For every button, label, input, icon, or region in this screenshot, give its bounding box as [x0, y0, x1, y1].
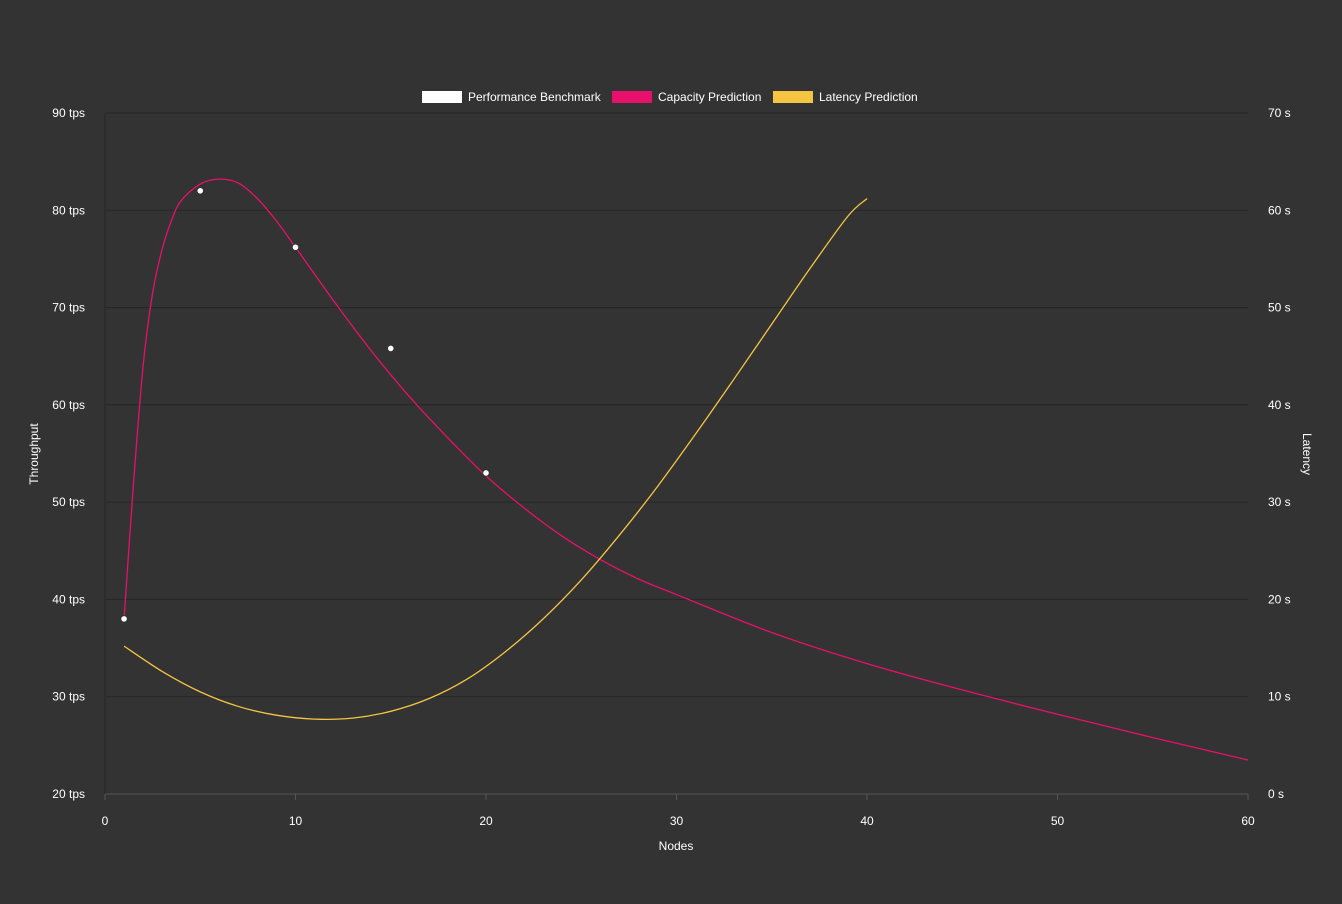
benchmark-point	[387, 344, 395, 353]
x-tick-label: 10	[289, 814, 303, 828]
y-left-tick-label: 20 tps	[52, 787, 85, 801]
y-right-tick-label: 0 s	[1268, 787, 1284, 801]
y-right-tick-label: 30 s	[1268, 495, 1291, 509]
y-left-tick-label: 90 tps	[52, 106, 85, 120]
x-axis-title: Nodes	[659, 839, 694, 853]
y-right-tick-label: 40 s	[1268, 398, 1291, 412]
legend-label: Performance Benchmark	[468, 90, 602, 104]
x-tick-label: 40	[860, 814, 874, 828]
benchmark-point	[291, 243, 300, 251]
y-axis-right: 0 s 10 s 20 s 30 s 40 s 50 s 60 s 70 s	[1268, 106, 1291, 801]
y-left-tick-label: 70 tps	[52, 301, 85, 315]
x-tick-label: 30	[670, 814, 684, 828]
capacity-prediction-line	[123, 178, 1249, 761]
y-left-tick-label: 80 tps	[52, 203, 85, 217]
y-left-tick-label: 40 tps	[52, 592, 85, 606]
legend-label: Latency Prediction	[819, 90, 918, 104]
latency-prediction-line	[123, 198, 868, 720]
x-axis: 0 10 20 30 40 50 60	[102, 794, 1255, 828]
y-left-tick-label: 30 tps	[52, 690, 85, 704]
y-axis-left-title: Throughput	[27, 423, 41, 485]
x-tick-label: 20	[479, 814, 493, 828]
x-tick-label: 50	[1051, 814, 1065, 828]
legend: Performance Benchmark Capacity Prediction…	[422, 90, 918, 104]
y-right-tick-label: 60 s	[1268, 203, 1291, 217]
legend-swatch	[773, 91, 813, 103]
benchmark-point	[482, 469, 490, 477]
y-right-tick-label: 50 s	[1268, 301, 1291, 315]
y-right-tick-label: 20 s	[1268, 592, 1291, 606]
y-left-tick-label: 60 tps	[52, 398, 85, 412]
series-layer	[120, 178, 1249, 761]
y-right-tick-label: 10 s	[1268, 690, 1291, 704]
y-axis-right-title: Latency	[1300, 433, 1314, 475]
legend-swatch	[612, 91, 652, 103]
y-left-tick-label: 50 tps	[52, 495, 85, 509]
legend-label: Capacity Prediction	[658, 90, 761, 104]
benchmark-point	[120, 615, 128, 623]
grid-lines	[104, 112, 1248, 795]
benchmark-point	[196, 187, 204, 195]
x-tick-label: 0	[102, 814, 109, 828]
legend-swatch	[422, 91, 462, 103]
y-axis-left: 20 tps 30 tps 40 tps 50 tps 60 tps 70 tps 80 t…	[52, 106, 85, 801]
x-tick-label: 60	[1241, 814, 1255, 828]
y-right-tick-label: 70 s	[1268, 106, 1291, 120]
